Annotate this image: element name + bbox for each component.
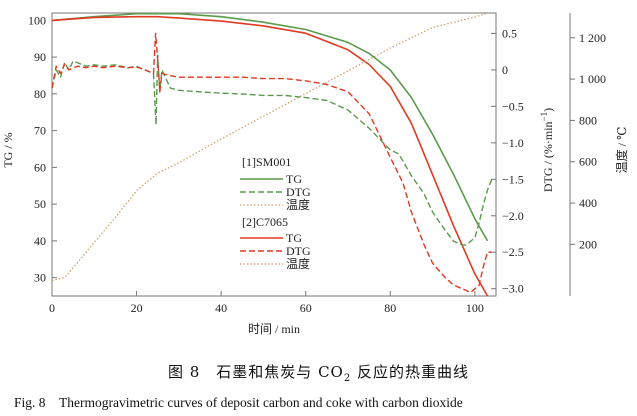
y-left-tick-label: 30: [34, 271, 46, 285]
series-c7065-tg: [51, 15, 489, 297]
y-left-tick-label: 70: [34, 124, 46, 138]
legend-c7065-dtg: DTG: [286, 244, 311, 258]
y-left-tick-label: 60: [34, 160, 46, 174]
x-tick-label: 0: [49, 301, 55, 315]
legend-c7065-tg: TG: [286, 231, 302, 245]
x-tick-label: 100: [466, 301, 484, 315]
y-left-tick-label: 40: [34, 234, 46, 248]
legend-c7065-temp: 温度: [286, 256, 310, 271]
series-sm001-tg: [51, 12, 489, 242]
y-dtg-tick-label: −0.5: [502, 99, 524, 113]
y-temp-tick-label: 1 000: [579, 72, 606, 86]
y-left-tick-label: 90: [34, 50, 46, 64]
y-dtg-tick-label: −2.0: [502, 209, 524, 223]
y-dtg-tick-label: −2.5: [502, 245, 524, 259]
x-tick-label: 40: [215, 301, 227, 315]
tg-chart: 0 20 40 60 80 100 100 90 80 70 60 50 40 30 0.5 0 −0.5 −1.…: [1, 12, 629, 336]
y-dtg-tick-label: 0.5: [502, 26, 517, 40]
y-dtg-tick-label: −1.5: [502, 172, 524, 186]
x-tick-label: 80: [384, 301, 396, 315]
y-dtg-axis-label: DTG / (%·min−1): [539, 108, 555, 192]
y-left-tick-label: 50: [34, 197, 46, 211]
y-temp-tick-label: 600: [579, 155, 597, 169]
series-temperature: [51, 12, 488, 282]
y-dtg-tick-label: −3.0: [502, 282, 524, 296]
dtg-label-sup: −1: [539, 112, 549, 122]
caption-english: Fig. 8 Thermogravimetric curves of depos…: [14, 395, 463, 410]
legend: [1]SM001 TG DTG 温度 [2]C7065 TG DTG 温度: [240, 155, 311, 271]
y-temp-tick-label: 1 200: [579, 31, 606, 45]
legend-sm001-temp: 温度: [286, 197, 310, 212]
y-left-axis-label: TG / %: [1, 132, 15, 167]
y-temp-tick-label: 200: [579, 237, 597, 251]
plot-frame: [51, 12, 497, 297]
y-dtg-tick-label: 0: [502, 63, 508, 77]
y-left-tick-label: 100: [28, 13, 46, 27]
y-temp-axis-label: 温度 / ℃: [614, 127, 629, 174]
legend-group2-title: [2]C7065: [242, 215, 288, 229]
legend-group1-title: [1]SM001: [242, 155, 291, 169]
x-tick-label: 20: [131, 301, 143, 315]
caption-chinese: 图 8 石墨和焦炭与 CO2 反应的热重曲线: [0, 361, 637, 384]
caption-cn-prefix: 图 8 石墨和焦炭与 CO: [167, 363, 344, 381]
series-sm001-dtg: [51, 54, 493, 246]
series-c7065-dtg: [51, 32, 492, 294]
y-temp-tick-label: 800: [579, 113, 597, 127]
y-temp-tick-label: 400: [579, 196, 597, 210]
dtg-label-main: DTG / (%·min: [541, 121, 555, 192]
legend-sm001-dtg: DTG: [286, 185, 311, 199]
caption-cn-sub: 2: [343, 373, 352, 384]
x-axis-label: 时间 / min: [248, 322, 300, 336]
caption-cn-suffix: 反应的热重曲线: [351, 363, 469, 381]
y-left-tick-label: 80: [34, 87, 46, 101]
dtg-label-tail: ): [541, 108, 555, 112]
legend-sm001-tg: TG: [286, 172, 302, 186]
y-dtg-tick-label: −1.0: [502, 136, 524, 150]
x-tick-label: 60: [300, 301, 312, 315]
